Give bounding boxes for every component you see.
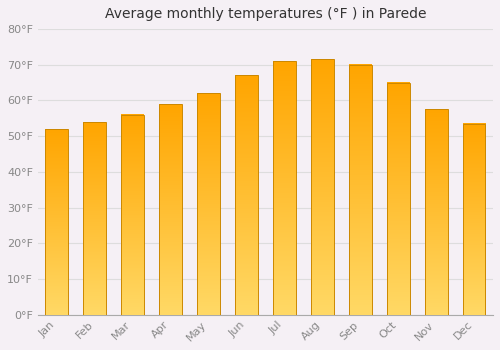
Bar xyxy=(273,61,296,315)
Bar xyxy=(387,83,409,315)
Bar xyxy=(122,115,144,315)
Bar xyxy=(197,93,220,315)
Bar xyxy=(425,110,448,315)
Bar xyxy=(349,65,372,315)
Bar xyxy=(46,129,68,315)
Title: Average monthly temperatures (°F ) in Parede: Average monthly temperatures (°F ) in Pa… xyxy=(104,7,426,21)
Bar xyxy=(462,124,485,315)
Bar xyxy=(159,104,182,315)
Bar xyxy=(311,60,334,315)
Bar xyxy=(235,76,258,315)
Bar xyxy=(84,122,106,315)
